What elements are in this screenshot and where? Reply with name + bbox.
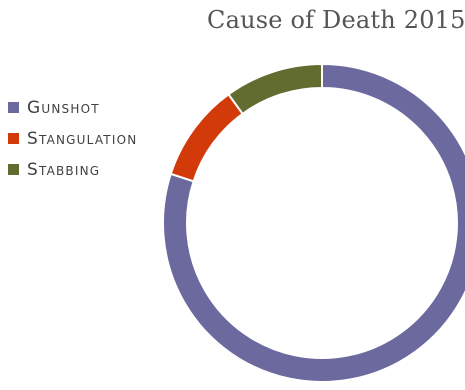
legend-item-stabbing: Stabbing (8, 154, 137, 185)
legend-swatch-gunshot (8, 102, 19, 113)
chart-title: Cause of Death 2015 (207, 6, 465, 34)
donut-slice-gunshot (162, 62, 465, 383)
legend-swatch-stangulation (8, 133, 19, 144)
legend-label-stabbing: Stabbing (27, 159, 101, 180)
donut-slice-stangulation (169, 92, 245, 183)
donut-slice-stabbing (227, 62, 323, 116)
legend: Gunshot Stangulation Stabbing (8, 92, 137, 185)
legend-item-stangulation: Stangulation (8, 123, 137, 154)
legend-item-gunshot: Gunshot (8, 92, 137, 123)
legend-swatch-stabbing (8, 164, 19, 175)
legend-label-stangulation: Stangulation (27, 128, 138, 149)
legend-label-gunshot: Gunshot (27, 97, 100, 118)
